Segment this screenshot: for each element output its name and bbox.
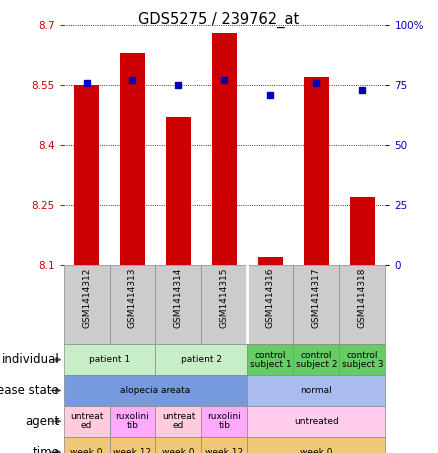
Text: individual: individual <box>1 353 59 366</box>
Text: untreat
ed: untreat ed <box>162 412 195 430</box>
Text: disease state: disease state <box>0 384 59 397</box>
Bar <box>247 344 293 375</box>
Bar <box>247 265 293 344</box>
Bar <box>201 437 247 453</box>
Text: control
subject 3: control subject 3 <box>342 351 383 369</box>
Text: GSM1414315: GSM1414315 <box>220 267 229 328</box>
Text: patient 1: patient 1 <box>89 355 130 364</box>
Text: normal: normal <box>300 386 332 395</box>
Text: GSM1414314: GSM1414314 <box>174 267 183 328</box>
Text: agent: agent <box>25 415 59 428</box>
Bar <box>155 344 247 375</box>
Bar <box>201 406 247 437</box>
Bar <box>110 406 155 437</box>
Text: GSM1414316: GSM1414316 <box>266 267 275 328</box>
Bar <box>155 437 201 453</box>
Text: control
subject 2: control subject 2 <box>296 351 337 369</box>
Text: week 0: week 0 <box>300 448 333 453</box>
Bar <box>155 265 201 344</box>
Bar <box>247 437 385 453</box>
Text: ruxolini
tib: ruxolini tib <box>208 412 241 430</box>
Bar <box>64 437 110 453</box>
Text: GSM1414317: GSM1414317 <box>312 267 321 328</box>
Text: week 12: week 12 <box>205 448 244 453</box>
Bar <box>110 437 155 453</box>
Bar <box>258 257 283 265</box>
Text: ruxolini
tib: ruxolini tib <box>116 412 149 430</box>
Text: GSM1414312: GSM1414312 <box>82 267 91 328</box>
Bar <box>64 265 110 344</box>
Bar <box>247 406 385 437</box>
Bar <box>350 197 375 265</box>
Bar <box>64 375 247 406</box>
Bar <box>64 344 155 375</box>
Bar <box>339 344 385 375</box>
Bar <box>247 375 385 406</box>
Bar <box>120 53 145 265</box>
Text: alopecia areata: alopecia areata <box>120 386 191 395</box>
Text: week 0: week 0 <box>70 448 103 453</box>
Text: untreat
ed: untreat ed <box>70 412 103 430</box>
Bar <box>293 344 339 375</box>
Text: control
subject 1: control subject 1 <box>250 351 291 369</box>
Bar <box>64 406 110 437</box>
Text: patient 2: patient 2 <box>181 355 222 364</box>
Bar <box>293 265 339 344</box>
Text: untreated: untreated <box>294 417 339 426</box>
Text: GSM1414318: GSM1414318 <box>358 267 367 328</box>
Text: time: time <box>32 446 59 453</box>
Bar <box>166 117 191 265</box>
Bar <box>155 406 201 437</box>
Text: week 12: week 12 <box>113 448 152 453</box>
Bar <box>339 265 385 344</box>
Bar <box>212 33 237 265</box>
Bar <box>110 265 155 344</box>
Text: GSM1414313: GSM1414313 <box>128 267 137 328</box>
Bar <box>201 265 247 344</box>
Text: week 0: week 0 <box>162 448 195 453</box>
Text: GDS5275 / 239762_at: GDS5275 / 239762_at <box>138 11 300 28</box>
Bar <box>304 77 329 265</box>
Bar <box>74 85 99 265</box>
